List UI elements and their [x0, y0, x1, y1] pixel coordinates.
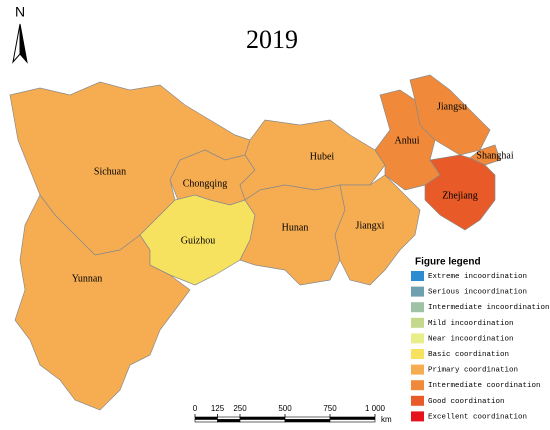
- scale-segment: [194, 419, 218, 423]
- scale-label: 750: [323, 404, 337, 413]
- legend-swatch: [411, 286, 424, 297]
- legend-swatch: [411, 302, 424, 313]
- scale-segment: [284, 419, 331, 423]
- province-label: Hubei: [310, 151, 335, 162]
- scale-segment: [284, 416, 331, 420]
- legend-swatch: [411, 395, 424, 406]
- scale-segment: [239, 416, 286, 420]
- scale-segment: [329, 419, 376, 423]
- province-label: Zhejiang: [442, 190, 478, 201]
- scale-unit: km: [381, 415, 392, 424]
- legend-label: Basic coordination: [428, 351, 509, 359]
- scale-label: 500: [278, 404, 292, 413]
- legend-swatch: [411, 317, 424, 328]
- north-arrow: [12, 23, 28, 64]
- province: [424, 154, 496, 231]
- province-label: Chongqing: [183, 178, 227, 189]
- scale-segment: [194, 416, 218, 420]
- scale-label: 125: [211, 404, 225, 413]
- legend-label: Excellent coordination: [428, 413, 527, 421]
- legend-label: Good coordination: [428, 398, 505, 406]
- province-label: Yunnan: [72, 273, 103, 284]
- scale-segment: [217, 416, 241, 420]
- legend-title: Figure legend: [415, 257, 481, 268]
- scale-segment: [329, 416, 376, 420]
- legend-swatch: [411, 380, 424, 391]
- scale-label: 1 000: [365, 404, 386, 413]
- legend-label: Mild incoordination: [428, 320, 514, 328]
- scale-segment: [217, 419, 241, 423]
- legend-label: Primary coordination: [428, 367, 518, 375]
- scale-label: 0: [193, 404, 198, 413]
- province: [139, 194, 256, 286]
- province-label: Guizhou: [181, 235, 215, 246]
- province: [239, 184, 346, 286]
- legend-swatch: [411, 271, 424, 281]
- province-label: Shanghai: [476, 150, 513, 161]
- scale-segment: [239, 419, 286, 423]
- legend-swatch: [411, 333, 424, 344]
- legend-swatch: [411, 411, 424, 422]
- province: [469, 144, 501, 166]
- legend-swatch: [411, 364, 424, 375]
- map-title: 2019: [246, 25, 298, 54]
- scale-label: 250: [233, 404, 247, 413]
- province-label: Jiangsu: [437, 101, 467, 112]
- provinces: [9, 74, 501, 411]
- legend-label: Serious incoordination: [428, 289, 527, 297]
- legend-label: Intermediate incoordination: [428, 304, 550, 312]
- province-label: Sichuan: [94, 166, 126, 177]
- legend-swatch: [411, 349, 424, 359]
- legend-label: Near incoordination: [428, 335, 514, 343]
- province: [334, 174, 421, 286]
- legend-label: Intermediate coordination: [428, 382, 541, 390]
- province-label: Anhui: [395, 135, 420, 146]
- province-label: Jiangxi: [356, 220, 385, 231]
- legend-label: Extreme incoordination: [428, 273, 527, 281]
- province-label: Hunan: [282, 222, 309, 233]
- province: [14, 194, 191, 411]
- north-label: N: [15, 4, 25, 20]
